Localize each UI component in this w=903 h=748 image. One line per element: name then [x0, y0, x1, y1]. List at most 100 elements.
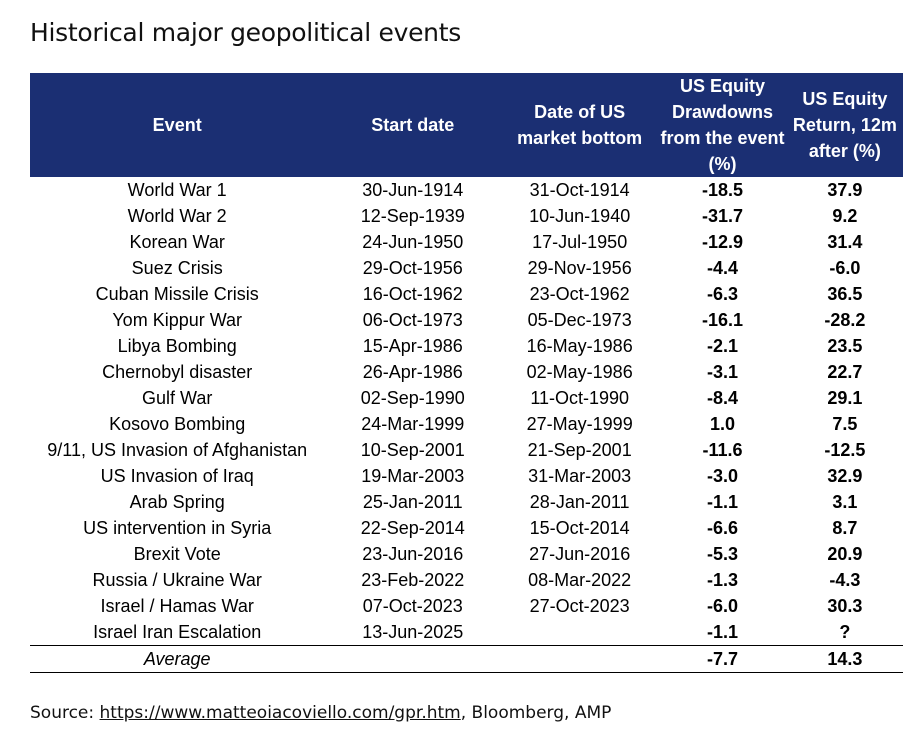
- cell-start-date: 24-Mar-1999: [361, 414, 465, 434]
- cell-market-bottom: 05-Dec-1973: [527, 310, 632, 330]
- cell-event: Russia / Ukraine War: [92, 570, 262, 590]
- cell-market-bottom: [501, 619, 658, 646]
- cell-start-date: 16-Oct-1962: [362, 284, 463, 304]
- header-return-12m: US Equity Return, 12m after (%): [792, 89, 897, 161]
- cell-event: Yom Kippur War: [112, 310, 243, 330]
- page-title: Historical major geopolitical events: [30, 18, 461, 47]
- table-row: Yom Kippur War 06-Oct-1973 05-Dec-1973 -16.…: [30, 307, 903, 333]
- table-row: World War 1 30-Jun-1914 31-Oct-1914 -18.5 37…: [30, 177, 903, 203]
- cell-market-bottom: 21-Sep-2001: [527, 440, 632, 460]
- table-row: Israel / Hamas War 07-Oct-2023 27-Oct-2023…: [30, 593, 903, 619]
- table-row: US Invasion of Iraq 19-Mar-2003 31-Mar-200…: [30, 463, 903, 489]
- cell-event: Brexit Vote: [133, 544, 221, 564]
- table-header: Event Start date Date of US market botto…: [30, 73, 903, 177]
- cell-market-bottom: 16-May-1986: [526, 336, 633, 356]
- average-drawdown: -7.7: [658, 645, 787, 673]
- source-suffix: , Bloomberg, AMP: [460, 703, 612, 723]
- cell-return-12m: 36.5: [827, 284, 863, 304]
- cell-event: Cuban Missile Crisis: [95, 284, 259, 304]
- table-row: Gulf War 02-Sep-1990 11-Oct-1990 -8.4 29.1: [30, 385, 903, 411]
- cell-start-date: 15-Apr-1986: [362, 336, 463, 356]
- cell-return-12m: 30.3: [827, 596, 863, 616]
- cell-return-12m: 20.9: [827, 544, 863, 564]
- cell-drawdown: -3.1: [707, 362, 739, 382]
- cell-event: Korean War: [129, 232, 225, 252]
- table-row: Kosovo Bombing 24-Mar-1999 27-May-1999 1.0 7…: [30, 411, 903, 437]
- cell-drawdown: -18.5: [702, 180, 744, 200]
- cell-return-12m: 22.7: [827, 362, 863, 382]
- table-row: Chernobyl disaster 26-Apr-1986 02-May-1986…: [30, 359, 903, 385]
- cell-drawdown: -6.0: [707, 596, 739, 616]
- cell-drawdown: -6.6: [707, 518, 739, 538]
- cell-market-bottom: 10-Jun-1940: [529, 206, 631, 226]
- average-empty-start: [324, 645, 502, 673]
- cell-event: World War 2: [127, 206, 227, 226]
- cell-drawdown: -1.1: [707, 492, 739, 512]
- cell-return-12m: -28.2: [824, 310, 866, 330]
- cell-market-bottom: 28-Jan-2011: [529, 492, 630, 512]
- cell-market-bottom: 27-Oct-2023: [529, 596, 630, 616]
- cell-drawdown: -4.4: [707, 258, 739, 278]
- cell-drawdown: -8.4: [707, 388, 739, 408]
- cell-return-12m: 23.5: [827, 336, 863, 356]
- cell-drawdown: 1.0: [710, 414, 736, 434]
- cell-market-bottom: 15-Oct-2014: [529, 518, 630, 538]
- cell-return-12m: 9.2: [832, 206, 858, 226]
- cell-market-bottom: 02-May-1986: [526, 362, 633, 382]
- cell-return-12m: -12.5: [824, 440, 866, 460]
- cell-start-date: 30-Jun-1914: [362, 180, 464, 200]
- cell-drawdown: -12.9: [702, 232, 744, 252]
- cell-drawdown: -5.3: [707, 544, 739, 564]
- cell-return-12m: 8.7: [832, 518, 858, 538]
- cell-start-date: 22-Sep-2014: [360, 518, 465, 538]
- cell-market-bottom: 27-Jun-2016: [529, 544, 631, 564]
- cell-return-12m: 37.9: [827, 180, 863, 200]
- table-row: Suez Crisis 29-Oct-1956 29-Nov-1956 -4.4 -6.…: [30, 255, 903, 281]
- cell-market-bottom: 31-Oct-1914: [529, 180, 630, 200]
- cell-event: Kosovo Bombing: [109, 414, 246, 434]
- cell-start-date: 29-Oct-1956: [362, 258, 463, 278]
- cell-market-bottom: 29-Nov-1956: [527, 258, 632, 278]
- cell-drawdown: -16.1: [702, 310, 744, 330]
- cell-return-12m: 3.1: [832, 492, 858, 512]
- cell-drawdown: -2.1: [707, 336, 739, 356]
- cell-start-date: 24-Jun-1950: [362, 232, 464, 252]
- table-row: Cuban Missile Crisis 16-Oct-1962 23-Oct-19…: [30, 281, 903, 307]
- source-note: Source: https://www.matteoiacoviello.com…: [30, 703, 611, 723]
- cell-return-12m: -4.3: [829, 570, 861, 590]
- table-row: Russia / Ukraine War 23-Feb-2022 08-Mar-20…: [30, 567, 903, 593]
- cell-return-12m: 32.9: [827, 466, 863, 486]
- cell-event: Gulf War: [142, 388, 213, 408]
- cell-start-date: 07-Oct-2023: [362, 596, 463, 616]
- cell-drawdown: -6.3: [707, 284, 739, 304]
- average-row: Average -7.7 14.3: [30, 645, 903, 673]
- cell-start-date: 10-Sep-2001: [360, 440, 465, 460]
- cell-return-12m: -6.0: [829, 258, 861, 278]
- cell-drawdown: -1.1: [707, 622, 739, 642]
- table-row: World War 2 12-Sep-1939 10-Jun-1940 -31.7 9.…: [30, 203, 903, 229]
- table-row: 9/11, US Invasion of Afghanistan 10-Sep-2…: [30, 437, 903, 463]
- table-row: Korean War 24-Jun-1950 17-Jul-1950 -12.9 31.…: [30, 229, 903, 255]
- cell-event: World War 1: [127, 180, 227, 200]
- cell-event: Arab Spring: [129, 492, 225, 512]
- cell-drawdown: -1.3: [707, 570, 739, 590]
- cell-start-date: 26-Apr-1986: [362, 362, 463, 382]
- cell-start-date: 25-Jan-2011: [362, 492, 463, 512]
- cell-start-date: 06-Oct-1973: [362, 310, 463, 330]
- table-row: Arab Spring 25-Jan-2011 28-Jan-2011 -1.1 3.1: [30, 489, 903, 515]
- cell-start-date: 02-Sep-1990: [360, 388, 465, 408]
- source-link[interactable]: https://www.matteoiacoviello.com/gpr.htm: [99, 703, 461, 723]
- header-market-bottom: Date of US market bottom: [517, 102, 643, 148]
- cell-event: US Invasion of Iraq: [100, 466, 254, 486]
- cell-start-date: 23-Feb-2022: [361, 570, 465, 590]
- source-prefix: Source:: [30, 703, 100, 723]
- cell-event: Suez Crisis: [131, 258, 223, 278]
- table-row: Brexit Vote 23-Jun-2016 27-Jun-2016 -5.3 20.…: [30, 541, 903, 567]
- cell-event: Israel Iran Escalation: [93, 622, 262, 642]
- cell-return-12m: 7.5: [832, 414, 858, 434]
- cell-start-date: 19-Mar-2003: [361, 466, 465, 486]
- cell-start-date: 23-Jun-2016: [362, 544, 464, 564]
- cell-return-12m: ?: [839, 622, 851, 642]
- header-drawdown: US Equity Drawdowns from the event (%): [660, 76, 785, 174]
- header-event: Event: [152, 115, 202, 135]
